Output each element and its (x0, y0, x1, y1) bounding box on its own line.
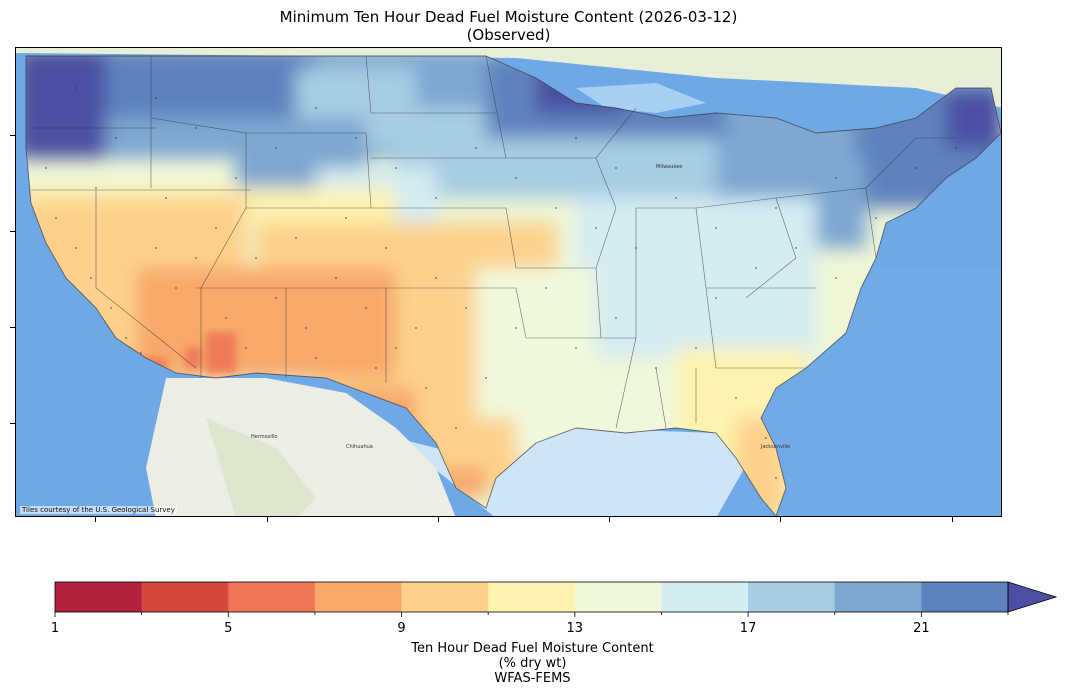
colorbar-extend-arrow (1007, 581, 1058, 613)
colorbar-segment (55, 582, 143, 612)
colorbar-segment (488, 582, 576, 612)
y-axis-tick (10, 135, 15, 136)
colorbar-segment (661, 582, 749, 612)
place-label: Milwaukee (656, 164, 682, 170)
colorbar-outline (54, 581, 1009, 613)
colorbar-segment (574, 582, 662, 612)
colorbar-segments (55, 582, 1009, 612)
title-line-2: (Observed) (466, 26, 551, 44)
x-axis-tick (609, 517, 610, 522)
place-label: Chihuahua (346, 444, 373, 450)
colorbar-tick-label: 13 (566, 621, 584, 636)
x-axis-tick (267, 517, 268, 522)
colorbar-segment (401, 582, 489, 612)
tile-credit: Tiles courtesy of the U.S. Geological Su… (20, 506, 177, 514)
colorbar-tick-label: 21 (913, 621, 930, 636)
x-axis-tick (95, 517, 96, 522)
colorbar-segment (141, 582, 229, 612)
y-axis-tick (10, 327, 15, 328)
map-canvas: Chihuahua Hermosillo Milwaukee Jacksonvi… (16, 48, 1001, 516)
state-boundaries (25, 55, 1001, 516)
colorbar-tick-label: 5 (224, 621, 233, 636)
colorbar-segment (921, 582, 1009, 612)
mexico-land (146, 378, 456, 516)
x-axis-tick (438, 517, 439, 522)
y-axis-tick (10, 423, 15, 424)
canada-land (16, 48, 1001, 108)
colorbar-segment (314, 582, 403, 612)
colorbar-tick-label: 1 (50, 621, 60, 636)
colorbar-label-line-3: WFAS-FEMS (494, 671, 571, 686)
colorbar-segment (834, 582, 922, 612)
colorbar-label-line-1: Ten Hour Dead Fuel Moisture Content (411, 641, 654, 656)
colorbar-tick-label: 17 (739, 621, 757, 636)
colorbar-segment (228, 582, 316, 612)
colorbar-segment (748, 582, 836, 612)
y-axis-tick (10, 231, 15, 232)
colorbar-label-line-2: (% dry wt) (498, 656, 567, 671)
fuel-moisture-map[interactable]: Chihuahua Hermosillo Milwaukee Jacksonvi… (15, 47, 1002, 517)
title-line-1: Minimum Ten Hour Dead Fuel Moisture Cont… (279, 8, 738, 26)
place-label: Hermosillo (251, 434, 278, 440)
x-axis-tick (952, 517, 953, 522)
map-title: Minimum Ten Hour Dead Fuel Moisture Cont… (0, 8, 1017, 44)
colorbar-tick-label: 9 (397, 621, 406, 636)
place-label: Jacksonville (760, 444, 790, 450)
mexico-terrain (206, 418, 316, 516)
x-axis-tick (780, 517, 781, 522)
colorbar-ticks (54, 612, 1009, 617)
lake-superior (576, 83, 706, 113)
